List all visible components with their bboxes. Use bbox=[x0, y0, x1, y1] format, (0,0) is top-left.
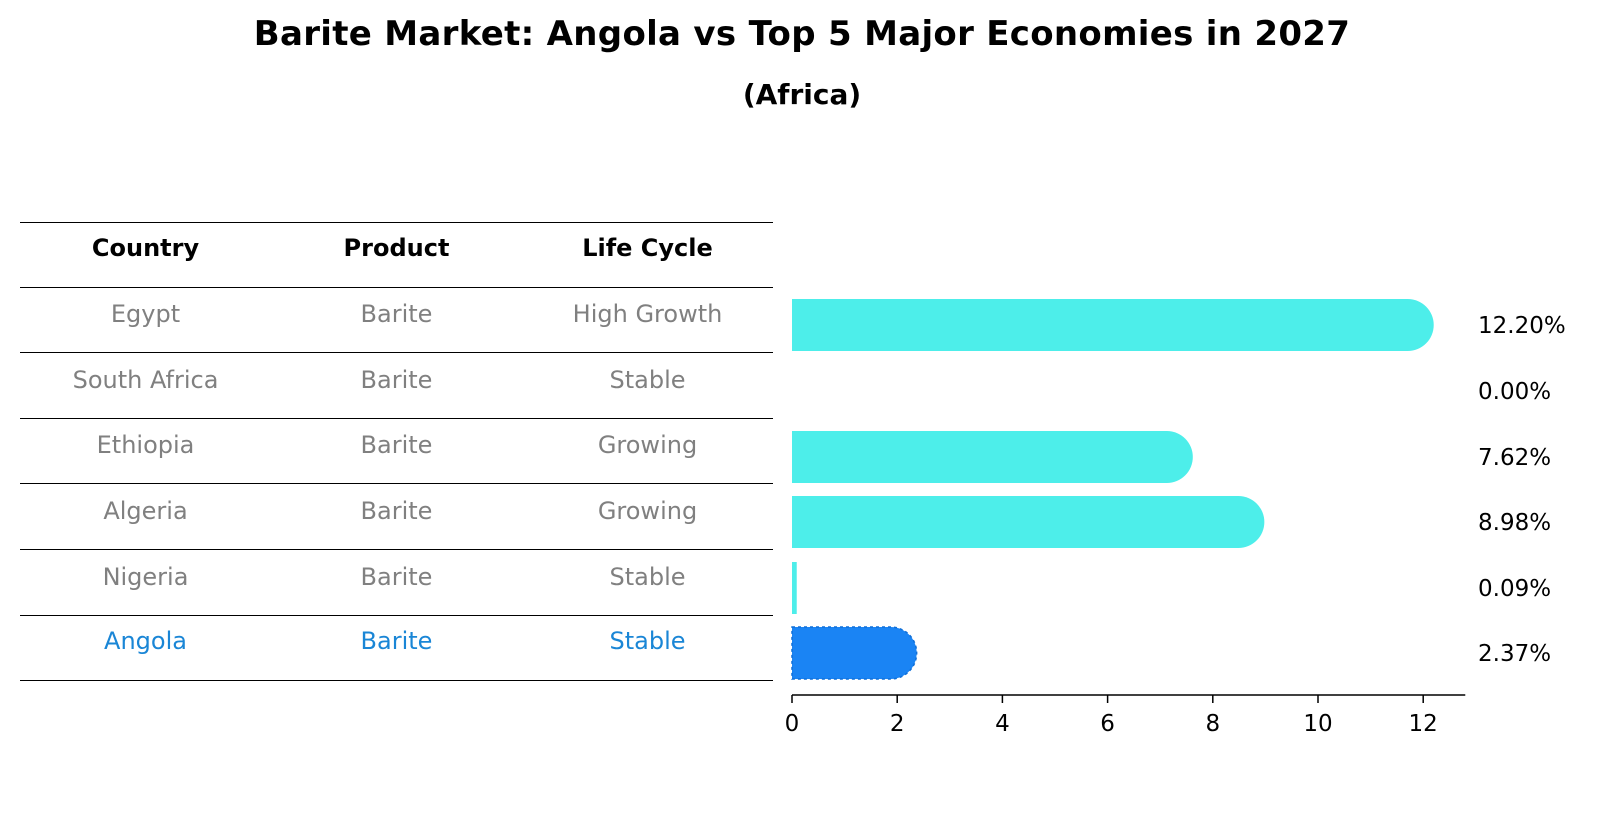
header-product: Product bbox=[343, 234, 450, 262]
x-tick-label: 6 bbox=[1100, 711, 1115, 737]
cell-product-highlight: Barite bbox=[360, 627, 433, 655]
x-tick-label: 10 bbox=[1303, 711, 1332, 737]
data-label: 2.37% bbox=[1478, 641, 1551, 667]
chart-subtitle: (Africa) bbox=[742, 78, 862, 111]
cell-product: Barite bbox=[360, 431, 433, 459]
data-label: 7.62% bbox=[1478, 445, 1551, 471]
cell-product: Barite bbox=[360, 366, 433, 394]
bar-ethiopia bbox=[792, 431, 1193, 483]
cell-life-cycle: High Growth bbox=[572, 300, 723, 328]
chart-title: Barite Market: Angola vs Top 5 Major Eco… bbox=[253, 14, 1351, 54]
bar-algeria bbox=[792, 496, 1265, 548]
cell-life-cycle-highlight: Stable bbox=[609, 627, 686, 655]
cell-product: Barite bbox=[360, 300, 433, 328]
cell-life-cycle: Stable bbox=[609, 563, 686, 591]
table-rule bbox=[20, 680, 773, 681]
cell-life-cycle: Growing bbox=[597, 431, 698, 459]
cell-country: Ethiopia bbox=[96, 431, 195, 459]
cell-country: Egypt bbox=[110, 300, 181, 328]
x-tick-label: 0 bbox=[785, 711, 800, 737]
x-tick-label: 12 bbox=[1409, 711, 1438, 737]
table-rule bbox=[20, 352, 773, 353]
data-label: 0.09% bbox=[1478, 576, 1551, 602]
cell-country-highlight: Angola bbox=[104, 627, 187, 655]
x-tick-label: 2 bbox=[890, 711, 905, 737]
table-rule bbox=[20, 615, 773, 616]
table-rule bbox=[20, 287, 773, 288]
table-rule bbox=[20, 549, 773, 550]
cell-life-cycle: Stable bbox=[609, 366, 686, 394]
cell-product: Barite bbox=[360, 497, 433, 525]
data-label: 8.98% bbox=[1478, 510, 1551, 536]
cell-country: Nigeria bbox=[102, 563, 189, 591]
data-label: 0.00% bbox=[1478, 379, 1551, 405]
bar-egypt bbox=[792, 299, 1434, 351]
cell-country: Algeria bbox=[103, 497, 188, 525]
table-rule bbox=[20, 483, 773, 484]
x-tick-label: 8 bbox=[1205, 711, 1220, 737]
table-rule bbox=[20, 418, 773, 419]
table-rule bbox=[20, 222, 773, 223]
bar-angola bbox=[791, 626, 918, 680]
header-country: Country bbox=[91, 234, 200, 262]
cell-life-cycle: Growing bbox=[597, 497, 698, 525]
header-life-cycle: Life Cycle bbox=[582, 234, 713, 262]
cell-country: South Africa bbox=[72, 366, 219, 394]
cell-product: Barite bbox=[360, 563, 433, 591]
bar-nigeria bbox=[792, 562, 797, 614]
x-tick-label: 4 bbox=[995, 711, 1010, 737]
data-label: 12.20% bbox=[1478, 313, 1566, 339]
